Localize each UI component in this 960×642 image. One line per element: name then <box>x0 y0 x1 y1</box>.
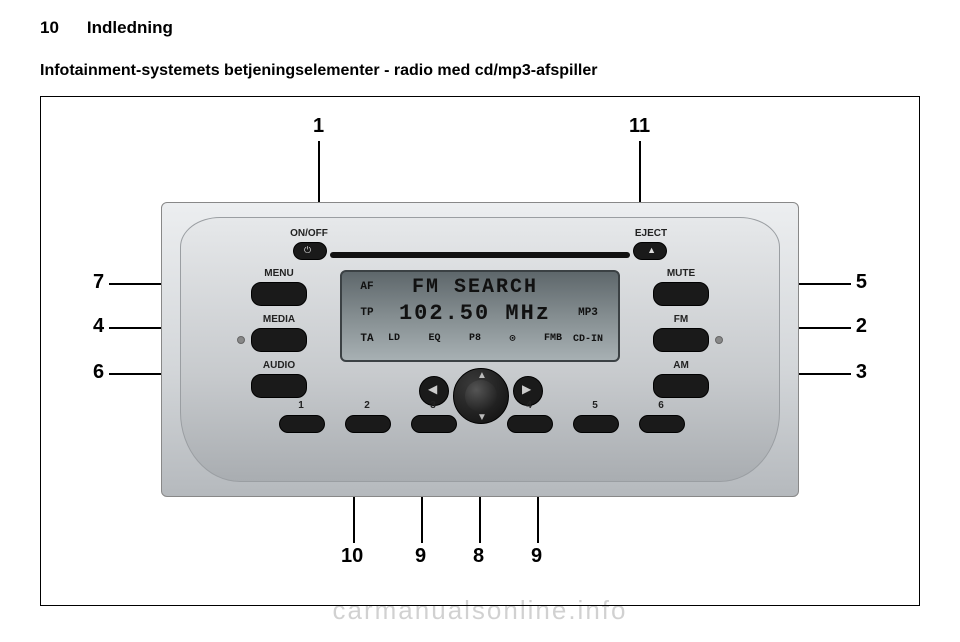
lcd-eq: EQ <box>428 333 440 345</box>
audio-button[interactable] <box>251 374 307 398</box>
preset-num-1: 1 <box>293 400 309 411</box>
menu-button[interactable] <box>251 282 307 306</box>
lcd-row3: LD EQ P8 ⊙ FMB <box>388 333 562 345</box>
callout-8: 8 <box>473 545 484 568</box>
fm-button[interactable] <box>653 328 709 352</box>
chevron-down-icon: ▼ <box>477 412 487 423</box>
figure-caption: Infotainment-systemets betjeningselement… <box>0 50 960 88</box>
callout-7: 7 <box>93 271 104 294</box>
led-indicator <box>237 336 245 344</box>
lcd-line2: 102.50 MHz <box>388 301 562 326</box>
chevron-left-icon: ◀ <box>428 382 437 396</box>
callout-9b: 9 <box>531 545 542 568</box>
preset-num-2: 2 <box>359 400 375 411</box>
lcd-stereo-icon: ⊙ <box>509 333 515 345</box>
radio-display: AF FM SEARCH TP 102.50 MHz MP3 TA LD EQ … <box>340 270 620 362</box>
lcd-fmb: FMB <box>544 333 562 345</box>
led-indicator <box>715 336 723 344</box>
power-icon: ⏻ <box>304 245 311 256</box>
mute-button[interactable] <box>653 282 709 306</box>
preset-button-6[interactable] <box>639 415 685 433</box>
mute-label: MUTE <box>651 268 711 279</box>
preset-num-5: 5 <box>587 400 603 411</box>
preset-button-5[interactable] <box>573 415 619 433</box>
figure-frame: 1 11 7 4 6 5 2 3 10 9 8 9 ON/OFF ⏻ EJECT… <box>40 96 920 606</box>
callout-5: 5 <box>856 271 867 294</box>
lcd-line1: FM SEARCH <box>388 276 562 299</box>
lcd-p8: P8 <box>469 333 481 345</box>
audio-label: AUDIO <box>249 360 309 371</box>
callout-9a: 9 <box>415 545 426 568</box>
preset-button-2[interactable] <box>345 415 391 433</box>
tune-knob-cap <box>465 380 497 412</box>
page-header: 10 Indledning <box>0 0 960 50</box>
callout-10: 10 <box>341 545 363 568</box>
eject-icon: ▲ <box>647 245 656 255</box>
lcd-tp: TP <box>350 307 384 319</box>
callout-4: 4 <box>93 315 104 338</box>
radio-fascia: ON/OFF ⏻ EJECT ▲ MENU MEDIA AUDIO MUTE F… <box>180 217 780 482</box>
lcd-ld: LD <box>388 333 400 345</box>
lcd-cdin: CD-IN <box>566 334 610 345</box>
preset-button-4[interactable] <box>507 415 553 433</box>
chevron-right-icon: ▶ <box>522 382 531 396</box>
cd-slot[interactable] <box>330 252 630 258</box>
callout-6: 6 <box>93 361 104 384</box>
chevron-up-icon: ▲ <box>477 370 487 381</box>
callout-2: 2 <box>856 315 867 338</box>
callout-11: 11 <box>629 115 650 138</box>
radio-unit: ON/OFF ⏻ EJECT ▲ MENU MEDIA AUDIO MUTE F… <box>161 202 799 497</box>
chapter-title: Indledning <box>87 18 173 38</box>
callout-1: 1 <box>313 115 324 138</box>
preset-num-6: 6 <box>653 400 669 411</box>
page-number: 10 <box>40 18 59 38</box>
lcd-mp3: MP3 <box>566 307 610 319</box>
callout-3: 3 <box>856 361 867 384</box>
preset-button-3[interactable] <box>411 415 457 433</box>
preset-button-1[interactable] <box>279 415 325 433</box>
lcd-ta: TA <box>350 333 384 345</box>
lcd-af: AF <box>350 281 384 293</box>
onoff-label: ON/OFF <box>279 228 339 239</box>
media-button[interactable] <box>251 328 307 352</box>
preset-num-4: 4 <box>521 400 537 411</box>
am-button[interactable] <box>653 374 709 398</box>
menu-label: MENU <box>249 268 309 279</box>
am-label: AM <box>651 360 711 371</box>
preset-num-3: 3 <box>425 400 441 411</box>
fm-label: FM <box>651 314 711 325</box>
eject-label: EJECT <box>621 228 681 239</box>
media-label: MEDIA <box>249 314 309 325</box>
